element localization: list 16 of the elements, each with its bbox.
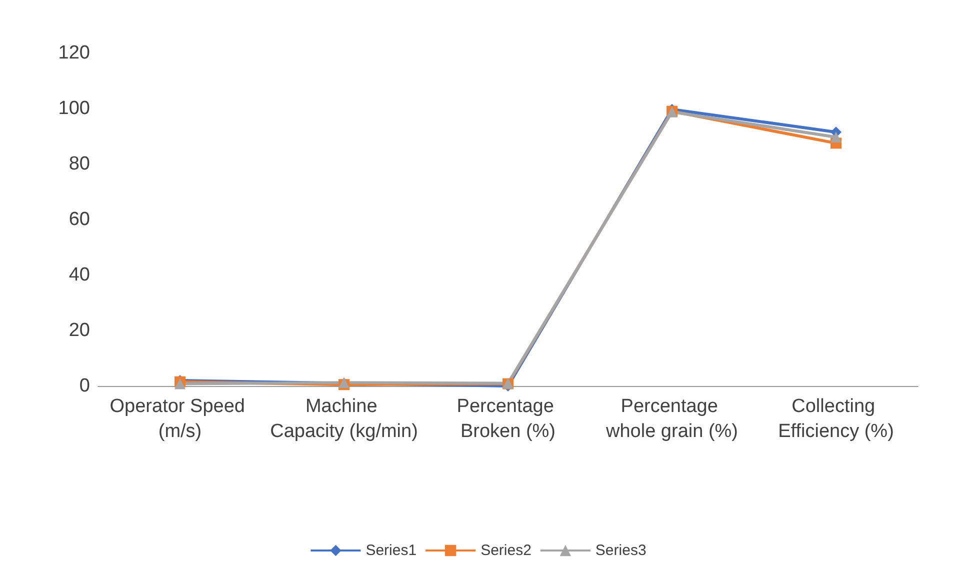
legend-label: Series3 [595, 542, 646, 559]
point [830, 132, 842, 143]
y-tick-label: 0 [79, 376, 90, 396]
y-tick-label: 80 [68, 154, 90, 174]
legend-label: Series2 [480, 542, 532, 559]
y-tick-label: 60 [68, 209, 90, 230]
x-tick-label: Machine Capacity (kg/min) [270, 396, 418, 442]
y-tick-label: 40 [68, 264, 90, 286]
x-tick-label: Operator Speed (m/s) [110, 396, 250, 442]
x-tick-label: Percentage Broken (%) [456, 396, 560, 442]
y-tick-label: 20 [68, 320, 90, 341]
y-tick-label: 120 [58, 42, 90, 64]
legend-label: Series1 [366, 542, 417, 559]
x-tick-label: Collecting Efficiency (%) [778, 396, 894, 442]
x-tick-label: Percentage whole grain (%) [605, 396, 738, 442]
y-tick-label: 100 [58, 98, 90, 119]
